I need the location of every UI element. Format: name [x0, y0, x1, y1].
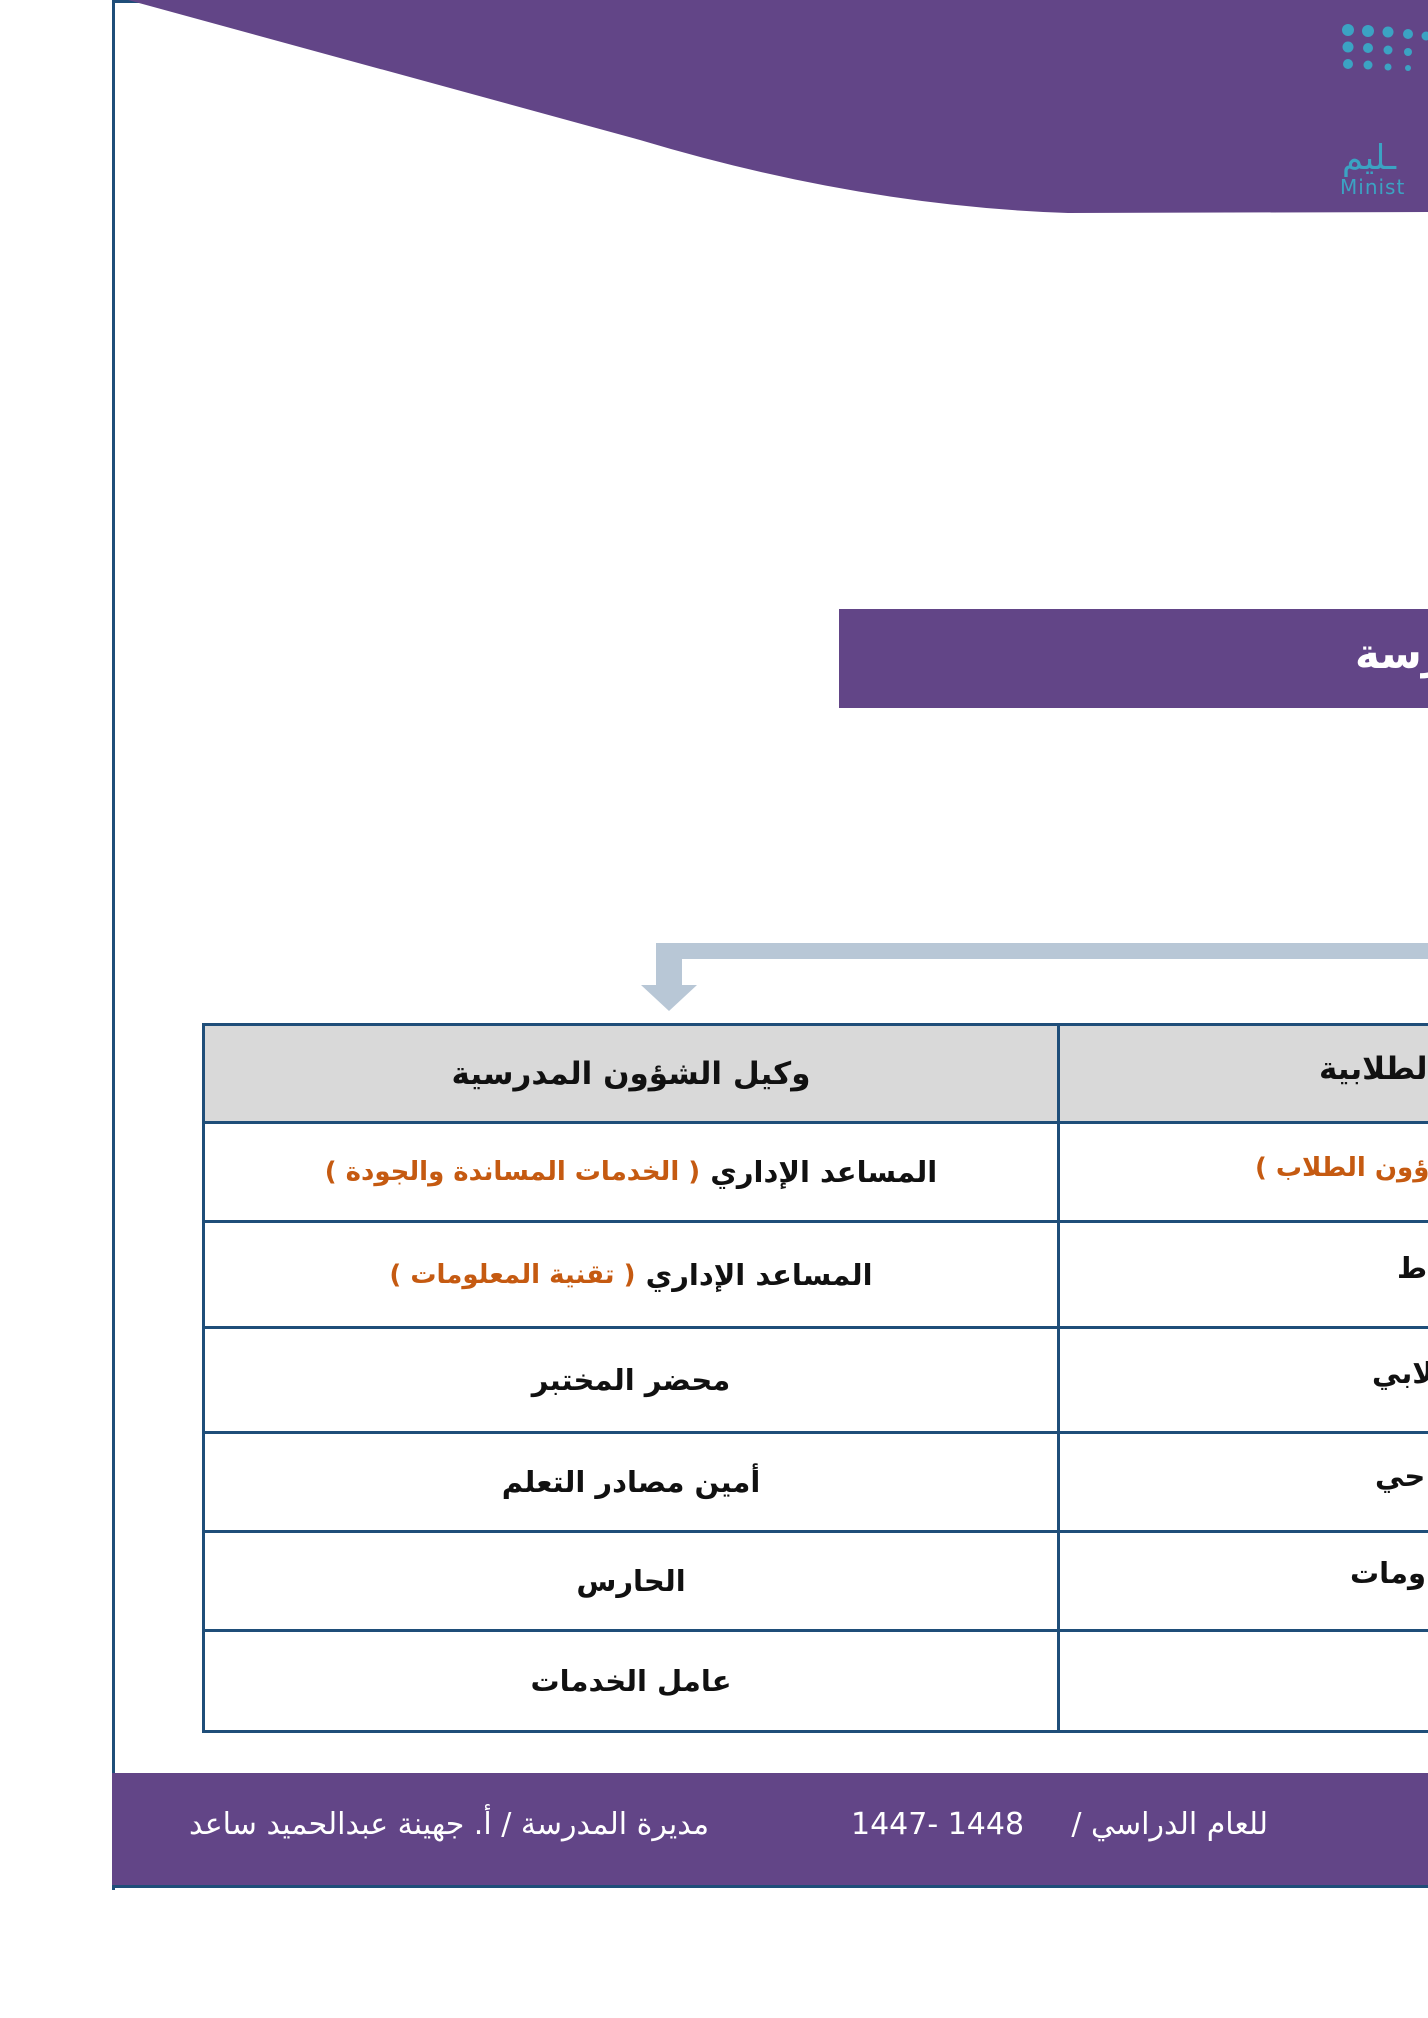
cell-note: ( تقنية المعلومات ) [389, 1259, 636, 1290]
row-divider [202, 1023, 1428, 1026]
table-cell: المساعد الإداري ( تقنية المعلومات ) [205, 1223, 1057, 1326]
table-cell: المساعد الإداري ( الخدمات المساندة والجو… [205, 1124, 1057, 1220]
table-cell: ومات [1350, 1556, 1427, 1590]
ministry-logo: ـليم Minist [1336, 20, 1428, 200]
table-cell: حي [1375, 1459, 1426, 1493]
cell-main: المساعد الإداري [710, 1155, 938, 1189]
row-divider [202, 1220, 1428, 1223]
row-divider [202, 1730, 1428, 1733]
logo-english-text: Minist [1340, 175, 1406, 199]
column-divider [202, 1023, 205, 1733]
table-cell: ط [1397, 1251, 1428, 1285]
org-table: وكيل الشؤون المدرسية المساعد الإداري ( ا… [202, 1023, 1428, 1733]
connector-arrow-icon [641, 943, 1428, 1011]
title-text: رسة [1355, 629, 1428, 678]
principal-name: مديرة المدرسة / أ. جهينة عبدالحميد ساعد [189, 1807, 710, 1842]
row-divider [202, 1530, 1428, 1533]
logo-dots-icon [1342, 24, 1428, 71]
cell-note: ؤون الطلاب ) [1255, 1153, 1428, 1183]
footer-bar: للعام الدراسي / 1447- 1448 مديرة المدرسة… [112, 1773, 1428, 1888]
table-cell: أمين مصادر التعلم [501, 1465, 761, 1499]
row-divider [202, 1326, 1428, 1329]
table-cell: عامل الخدمات [530, 1664, 732, 1698]
row-divider [202, 1431, 1428, 1434]
academic-year-label: للعام الدراسي / [1071, 1807, 1268, 1842]
logo-arabic-text: ـليم [1342, 138, 1397, 178]
academic-year-value: 1447- 1448 [851, 1807, 1025, 1842]
cell-main: المساعد الإداري [645, 1257, 873, 1292]
header-wave [128, 0, 1428, 213]
header-student-affairs: لطلابية [1319, 1051, 1428, 1087]
row-divider [202, 1629, 1428, 1632]
row-divider [202, 1121, 1428, 1124]
cell-note: ( الخدمات المساندة والجودة ) [324, 1157, 701, 1187]
title-banner: رسة [839, 609, 1428, 708]
table-cell: الحارس [576, 1564, 686, 1598]
page-border-left [112, 0, 115, 1890]
table-cell: محضر المختبر [531, 1363, 731, 1397]
column-divider [1057, 1023, 1060, 1733]
table-header-row [205, 1026, 1428, 1122]
header-school-affairs: وكيل الشؤون المدرسية [451, 1055, 811, 1092]
table-cell: لابي [1372, 1356, 1428, 1390]
